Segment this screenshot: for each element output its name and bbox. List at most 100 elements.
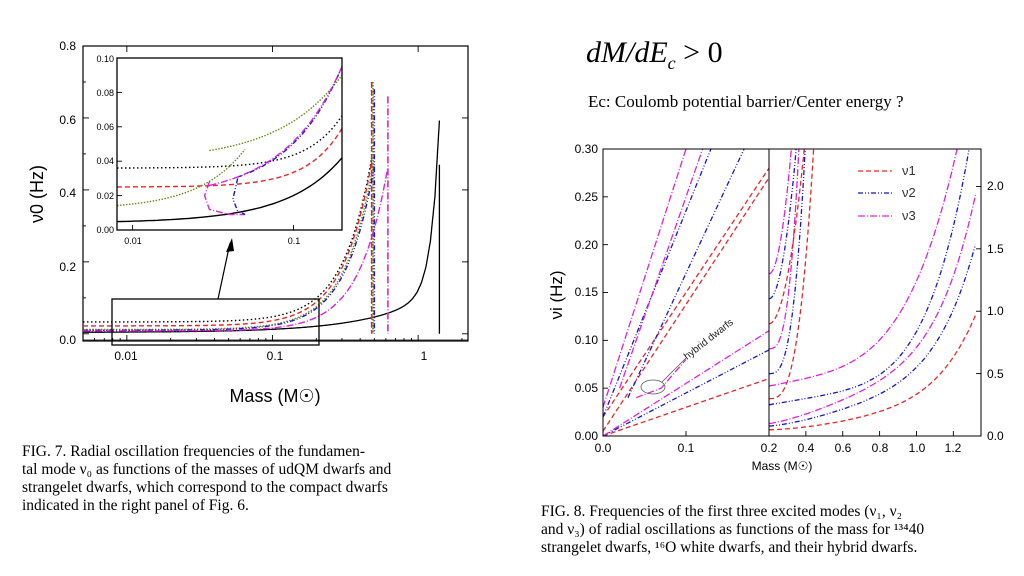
- fig7-ytick-0: 0.0: [59, 333, 76, 347]
- fig8-r-mag-far: [769, 149, 958, 387]
- fig8-r-mag-low: [769, 194, 977, 425]
- fig8-l-red-1: [603, 377, 769, 436]
- fig7-chart: 0.0 0.2 0.4 0.6 0.8 0.01 0.1 1 Mass (M☉)…: [27, 39, 469, 406]
- legend-label-nu3: ν3: [902, 208, 916, 223]
- fig7-curve-black-solid: [83, 120, 441, 333]
- fig7-caption: FIG. 7. Radial oscillation frequencies o…: [22, 443, 492, 515]
- fig8-legend: ν1 ν2 ν3: [858, 163, 916, 223]
- fig8-r-blue-top: [769, 149, 797, 300]
- fig7-zoom-arrowhead: [226, 238, 234, 252]
- fig8-ytick-3: 0.15: [575, 285, 599, 299]
- slide-equation-lhs: dM/dE: [586, 36, 668, 69]
- fig8-right-xtick-5: 1.2: [945, 441, 962, 455]
- fig8-r-red-low: [769, 315, 977, 431]
- fig7-inset-ytick-3: 0.06: [96, 122, 114, 132]
- fig7-ytick-2: 0.4: [59, 186, 76, 200]
- fig8-l-blue-2: [603, 149, 712, 418]
- fig7-xtick-0: 0.01: [114, 349, 138, 363]
- inset-curve-olive-low: [117, 148, 246, 207]
- fig7-plot-frame: [82, 45, 469, 342]
- fig7-zoom-arrow: [217, 242, 231, 300]
- inset-curve-blue-high: [237, 66, 342, 178]
- fig8-ylabel: νi (Hz): [547, 270, 566, 319]
- fig8-right-xtick-1: 0.4: [798, 441, 815, 455]
- fig7-caption-line-3: strangelet dwarfs, which correspond to t…: [22, 479, 388, 496]
- fig8-right-ytick-1: 0.5: [987, 367, 1004, 381]
- fig8-l-blue-1: [603, 349, 769, 436]
- legend-label-nu2: ν2: [902, 185, 916, 200]
- fig8-r-blue-high: [769, 149, 806, 375]
- fig7-inset-xtick-1: 0.1: [288, 236, 301, 246]
- fig8-r-blue-far: [769, 149, 970, 406]
- fig7-inset-bg: [117, 58, 342, 230]
- fig8-ytick-5: 0.25: [575, 190, 599, 204]
- slide-equation-rel: > 0: [675, 36, 723, 69]
- inset-curve-red-dash: [117, 128, 342, 188]
- fig7-inset-frame: [116, 57, 343, 231]
- fig7-curve-olive-dot: [83, 165, 374, 331]
- fig8-right-frame: [768, 148, 982, 437]
- slide-note: Ec: Coulomb potential barrier/Center ene…: [588, 92, 904, 111]
- fig8-right-ytick-0: 0.0: [987, 429, 1004, 443]
- fig8-right-ytick-4: 2.0: [987, 179, 1004, 193]
- fig7-caption-line-1: FIG. 7. Radial oscillation frequencies o…: [22, 443, 366, 460]
- fig8-caption-line-3: strangelet dwarfs, ¹⁶O white dwarfs, and…: [541, 539, 918, 556]
- fig8-right-ytick-2: 1.0: [987, 304, 1004, 318]
- fig8-ytick-1: 0.05: [575, 381, 599, 395]
- fig7-xlabel: Mass (M☉): [229, 386, 320, 406]
- hybrid-dwarfs-marker: [640, 379, 666, 395]
- hybrid-dwarfs-pointer: [661, 357, 687, 383]
- fig7-zoom-box: [111, 298, 320, 346]
- slide-equation-sub: c: [667, 53, 676, 73]
- fig8-ytick-6: 0.30: [575, 142, 599, 156]
- fig8-right-ytick-3: 1.5: [987, 242, 1004, 256]
- fig8-l-mag-4: [635, 359, 687, 399]
- inset-curve-blue-turn: [232, 178, 246, 216]
- fig8-ytick-4: 0.20: [575, 238, 599, 252]
- fig8-r-blue-low: [769, 244, 977, 427]
- inset-curve-magenta-high: [209, 66, 342, 187]
- fig8-ytick-2: 0.10: [575, 333, 599, 347]
- fig8-l-red-3: [603, 167, 769, 418]
- fig7-inset-ytick-1: 0.02: [96, 191, 114, 201]
- fig8-caption-line-1: FIG. 8. Frequencies of the first three e…: [541, 503, 902, 520]
- fig8-l-red-2: [603, 177, 769, 432]
- fig7-ytick-3: 0.6: [59, 113, 76, 127]
- fig8-r-red-top: [769, 149, 805, 325]
- slide-equation: dM/dEc > 0: [586, 36, 723, 74]
- hybrid-dwarfs-label: hybrid dwarfs: [682, 317, 736, 362]
- fig7-caption-line-2: tal mode ν₀ as functions of the masses o…: [22, 461, 392, 478]
- fig7-inset-ytick-4: 0.08: [96, 88, 114, 98]
- fig7-ylabel: ν0 (Hz): [27, 165, 47, 223]
- fig8-right-xtick-4: 1.0: [909, 441, 926, 455]
- fig8-caption-line-2: and ν₃) of radial oscillations as functi…: [541, 521, 925, 538]
- fig7-inset-ytick-5: 0.10: [96, 54, 114, 64]
- fig8-caption: FIG. 8. Frequencies of the first three e…: [541, 503, 1019, 557]
- fig7-xtick-1: 0.1: [267, 349, 284, 363]
- fig8-left-xtick-1: 0.1: [678, 441, 695, 455]
- fig8-l-mag-1: [603, 330, 769, 436]
- fig7-inset-ytick-0: 0.00: [96, 225, 114, 235]
- fig7-curve-blue-dashdot: [83, 166, 375, 331]
- fig7-inset-xtick-0: 0.01: [124, 236, 142, 246]
- fig8-l-mag-3: [618, 149, 704, 389]
- inset-curve-magenta-turn: [203, 181, 246, 216]
- fig7-curve-magenta-dashdot: [83, 167, 389, 332]
- fig8-left-xtick-0: 0.0: [595, 441, 612, 455]
- fig7-caption-line-4: indicated in the right panel of Fig. 6.: [22, 497, 249, 514]
- fig8-xlabel: Mass (M☉): [752, 459, 813, 473]
- fig8-l-mag-2: [603, 149, 687, 408]
- fig8-right-xtick-3: 0.8: [872, 441, 889, 455]
- fig8-r-mag-high: [769, 149, 800, 350]
- fig8-left-xtick-2: 0.2: [761, 441, 778, 455]
- inset-curve-olive-high: [209, 74, 342, 152]
- fig7-curve-black-dot: [83, 158, 373, 323]
- fig7-inset-ytick-2: 0.04: [96, 156, 114, 166]
- fig7-ytick-4: 0.8: [59, 39, 76, 53]
- fig7-curve-red-dash: [83, 162, 373, 327]
- fig8-l-blue-3: [627, 149, 745, 398]
- fig8-right-xtick-2: 0.6: [835, 441, 852, 455]
- fig8-ytick-0: 0.00: [575, 429, 599, 443]
- fig7-xtick-2: 1: [421, 349, 428, 363]
- fig8-chart: 0.00 0.05 0.10 0.15 0.20 0.25 0.30 0.0 0…: [547, 142, 1004, 473]
